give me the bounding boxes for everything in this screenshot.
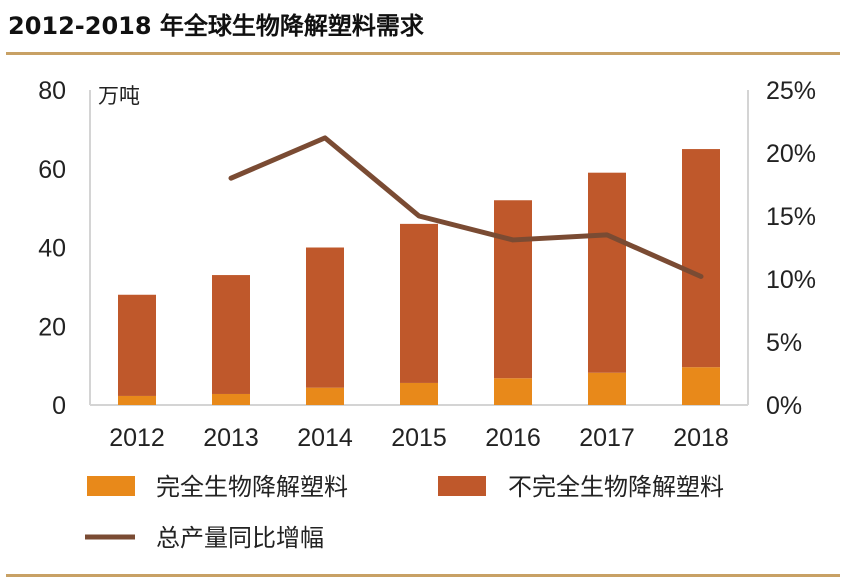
bars bbox=[118, 149, 720, 405]
x-tick-2014: 2014 bbox=[297, 424, 353, 452]
x-tick-labels: 2012 2013 2014 2015 2016 2017 2018 bbox=[109, 424, 729, 452]
x-tick-2016: 2016 bbox=[485, 424, 541, 452]
legend-label-full-biodegradable: 完全生物降解塑料 bbox=[156, 473, 348, 501]
line-series bbox=[228, 135, 704, 279]
bar-partial-biodegradable-2018 bbox=[682, 149, 720, 368]
x-tick-2017: 2017 bbox=[579, 424, 635, 452]
growth-point-2016 bbox=[511, 238, 515, 242]
bar-full-biodegradable-2012 bbox=[118, 395, 156, 405]
right-tick-labels: 0% 5% 10% 15% 20% 25% bbox=[766, 77, 816, 420]
right-tick-20pct: 20% bbox=[766, 140, 816, 168]
growth-point-2014 bbox=[323, 136, 327, 140]
x-tick-2012: 2012 bbox=[109, 424, 165, 452]
legend: 完全生物降解塑料 不完全生物降解塑料 总产量同比增幅 bbox=[85, 473, 724, 552]
bar-partial-biodegradable-2016 bbox=[494, 200, 532, 379]
bar-partial-biodegradable-2015 bbox=[400, 223, 438, 383]
bar-partial-biodegradable-2013 bbox=[212, 275, 250, 394]
left-tick-60: 60 bbox=[38, 156, 66, 184]
bar-full-biodegradable-2016 bbox=[494, 378, 532, 405]
growth-point-2013 bbox=[229, 176, 233, 180]
bar-partial-biodegradable-2014 bbox=[306, 247, 344, 388]
bar-full-biodegradable-2017 bbox=[588, 372, 626, 405]
bar-full-biodegradable-2014 bbox=[306, 387, 344, 405]
left-tick-40: 40 bbox=[38, 235, 66, 263]
legend-swatch-partial-biodegradable bbox=[438, 476, 486, 496]
chart-title: 2012-2018 年全球生物降解塑料需求 bbox=[8, 12, 424, 40]
bar-partial-biodegradable-2012 bbox=[118, 294, 156, 396]
bar-full-biodegradable-2013 bbox=[212, 393, 250, 405]
bar-full-biodegradable-2015 bbox=[400, 382, 438, 405]
left-tick-0: 0 bbox=[52, 392, 66, 420]
growth-point-2015 bbox=[417, 214, 421, 218]
x-tick-2015: 2015 bbox=[391, 424, 447, 452]
right-tick-10pct: 10% bbox=[766, 266, 816, 294]
x-tick-2013: 2013 bbox=[203, 424, 259, 452]
growth-point-2017 bbox=[605, 233, 609, 237]
bar-full-biodegradable-2018 bbox=[682, 367, 720, 405]
legend-label-growth-rate: 总产量同比增幅 bbox=[156, 524, 324, 552]
legend-swatch-full-biodegradable bbox=[87, 476, 135, 496]
growth-rate-line bbox=[228, 135, 704, 279]
right-tick-5pct: 5% bbox=[766, 329, 802, 357]
y-unit-label: 万吨 bbox=[98, 84, 140, 108]
legend-label-partial-biodegradable: 不完全生物降解塑料 bbox=[508, 473, 724, 501]
right-tick-25pct: 25% bbox=[766, 77, 816, 105]
left-tick-80: 80 bbox=[38, 77, 66, 105]
x-tick-2018: 2018 bbox=[673, 424, 729, 452]
right-tick-0pct: 0% bbox=[766, 392, 802, 420]
bar-partial-biodegradable-2017 bbox=[588, 172, 626, 373]
bottom-divider bbox=[6, 574, 840, 577]
left-tick-labels: 0 20 40 60 80 bbox=[38, 77, 66, 420]
right-tick-15pct: 15% bbox=[766, 203, 816, 231]
growth-point-2018 bbox=[699, 274, 703, 278]
title-divider bbox=[6, 52, 840, 55]
left-tick-20: 20 bbox=[38, 313, 66, 341]
